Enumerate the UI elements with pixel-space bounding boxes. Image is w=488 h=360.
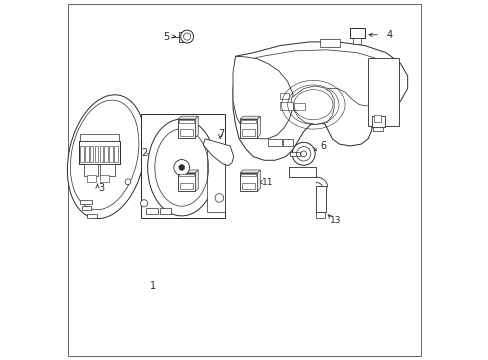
Polygon shape [178,170,198,173]
Bar [373,115,381,122]
Bar [241,120,256,123]
Bar [178,119,195,138]
Bar [367,58,398,126]
Circle shape [180,30,193,43]
Circle shape [183,33,190,40]
Bar [180,183,193,189]
Bar [160,208,171,214]
Text: 12: 12 [386,117,397,126]
Text: 5: 5 [163,32,169,41]
Circle shape [125,179,131,185]
Bar [74,76,237,289]
Bar [80,200,92,204]
Polygon shape [257,170,260,192]
Text: 6: 6 [320,141,326,151]
Text: 4: 4 [386,30,392,40]
Text: 11: 11 [262,177,273,186]
Bar [319,40,339,47]
Polygon shape [178,116,198,119]
Bar [315,186,325,212]
Circle shape [292,142,314,165]
Bar [280,102,292,110]
Text: 2: 2 [141,148,147,158]
Ellipse shape [147,119,215,216]
Bar [267,139,282,146]
Circle shape [174,159,189,175]
Bar [95,146,98,162]
Bar [316,212,324,218]
Bar [372,127,382,131]
Bar [242,183,255,189]
Text: 1: 1 [150,281,156,291]
Bar [179,174,194,176]
Bar [293,103,304,110]
Bar [178,173,195,192]
Bar [140,114,224,218]
Bar [289,167,316,177]
Bar [240,119,257,138]
Bar [240,173,257,192]
Bar [179,120,194,123]
Bar [290,152,300,156]
Polygon shape [240,116,260,119]
Polygon shape [240,170,260,173]
Polygon shape [233,56,292,139]
Ellipse shape [67,95,145,219]
Bar [85,146,88,162]
Bar [371,116,385,127]
Bar [280,93,289,99]
Text: 8: 8 [167,123,174,133]
Bar [242,129,255,135]
Bar [206,148,224,212]
Text: 13: 13 [329,216,341,225]
Bar [83,164,98,176]
Bar [82,206,91,211]
Bar [241,174,256,176]
Circle shape [215,194,223,202]
Bar [90,146,93,162]
Bar [349,28,364,39]
Bar [109,146,113,162]
Bar [79,140,120,164]
Bar [180,129,193,135]
Circle shape [300,151,306,157]
Bar [100,164,115,176]
Bar [104,146,108,162]
Bar [352,38,360,44]
Polygon shape [195,116,198,138]
Circle shape [140,200,147,207]
Bar [80,134,119,140]
Bar [145,208,158,214]
Polygon shape [203,139,233,166]
Bar [86,214,97,218]
Text: 9: 9 [263,123,269,133]
Polygon shape [257,116,260,138]
Bar [114,146,117,162]
Bar [100,175,109,182]
Bar [178,32,184,41]
Bar [80,146,83,162]
Bar [283,139,293,146]
Polygon shape [290,86,333,125]
Text: 7: 7 [218,129,224,139]
Text: 10: 10 [165,177,176,186]
Text: 3: 3 [98,183,104,193]
Bar [87,175,96,182]
Bar [100,146,103,162]
Polygon shape [195,170,198,192]
Circle shape [179,165,184,170]
Polygon shape [233,42,407,160]
